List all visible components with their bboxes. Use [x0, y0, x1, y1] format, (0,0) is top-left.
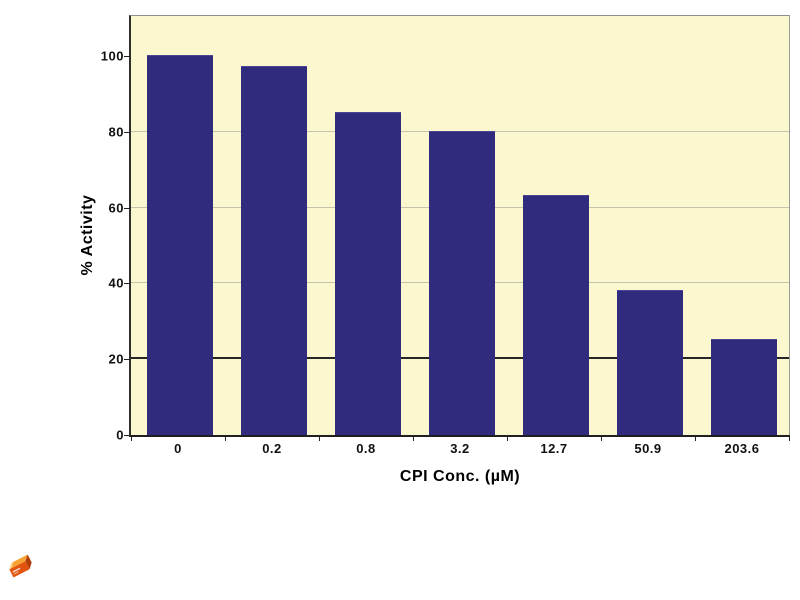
- y-tick-mark-0: [124, 435, 131, 436]
- bar-3.2: [429, 131, 495, 435]
- bar-0: [147, 55, 213, 435]
- y-tick-mark-20: [124, 359, 131, 361]
- bar-0.8: [335, 112, 401, 435]
- y-tick-mark-40: [124, 283, 131, 285]
- y-tick-mark-100: [124, 56, 131, 57]
- y-tick-mark-80: [124, 131, 131, 133]
- y-tick-label-0: 0: [116, 427, 124, 443]
- y-tick-label-40: 40: [108, 275, 124, 291]
- bar-203.6: [711, 339, 777, 435]
- bar-12.7: [523, 195, 589, 435]
- x-tick-mark-7: [789, 435, 790, 441]
- x-tick-label-203.6: 203.6: [724, 441, 760, 456]
- x-tick-mark-1: [225, 435, 226, 441]
- bar-50.9: [617, 290, 683, 435]
- orange-brick-icon: [9, 554, 32, 578]
- y-tick-label-20: 20: [108, 351, 124, 367]
- plot-area: [129, 15, 790, 437]
- x-tick-mark-6: [695, 435, 696, 441]
- x-tick-mark-4: [507, 435, 508, 441]
- x-tick-label-0: 0: [174, 441, 182, 456]
- x-tick-label-0.8: 0.8: [356, 441, 376, 456]
- x-tick-mark-0: [131, 435, 132, 441]
- x-tick-mark-3: [413, 435, 414, 441]
- y-tick-label-100: 100: [100, 48, 124, 64]
- y-tick-mark-60: [124, 207, 131, 209]
- x-tick-mark-2: [319, 435, 320, 441]
- x-axis-title: CPI Conc. (µM): [399, 468, 521, 485]
- x-tick-label-0.2: 0.2: [262, 441, 282, 456]
- y-tick-label-80: 80: [108, 124, 124, 140]
- x-tick-label-3.2: 3.2: [450, 441, 470, 456]
- y-tick-label-60: 60: [108, 200, 124, 216]
- x-tick-mark-5: [601, 435, 602, 441]
- x-tick-label-50.9: 50.9: [634, 441, 662, 456]
- x-tick-label-12.7: 12.7: [540, 441, 568, 456]
- bar-0.2: [241, 66, 307, 435]
